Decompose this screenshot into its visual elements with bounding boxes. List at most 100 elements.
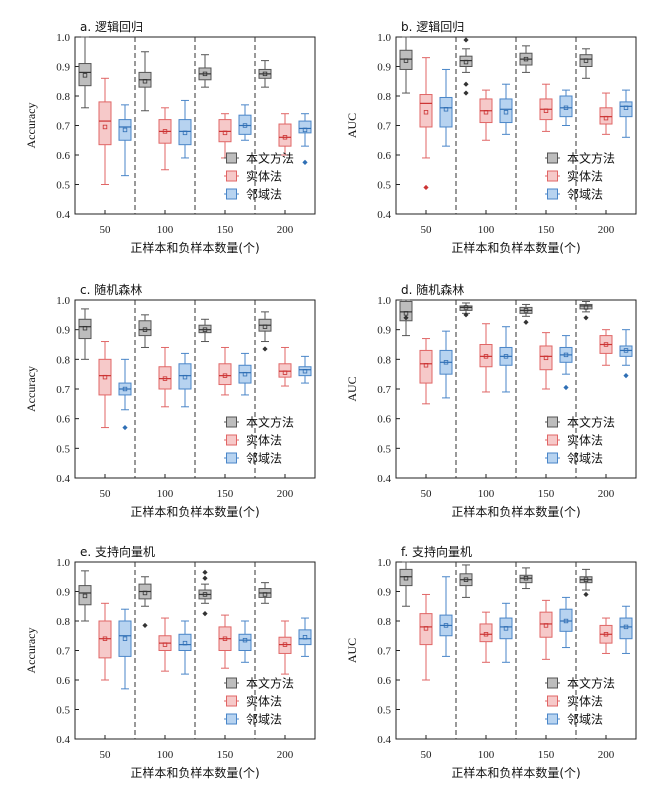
legend-label: 实体法 <box>246 169 282 184</box>
x-tick-label: 200 <box>277 488 294 500</box>
panel-6: 0.4 0.5 0.6 0.7 0.8 0.9 1.0 50 100 150 200 f. 支持向量机… <box>345 544 637 780</box>
legend-swatch <box>547 170 558 182</box>
y-axis-label: AUC <box>345 113 359 138</box>
y-tick-label: 0.8 <box>56 616 70 628</box>
box-本文方法-200 <box>579 568 593 598</box>
box-mean <box>202 327 208 332</box>
box-iqr <box>579 54 593 68</box>
box-mean <box>563 105 569 110</box>
x-tick-label: 150 <box>217 488 234 500</box>
legend-swatch <box>547 713 558 725</box>
box-iqr <box>399 568 413 587</box>
y-tick-label: 0.7 <box>56 121 70 133</box>
box-本文方法-200 <box>579 48 593 79</box>
x-tick-label: 150 <box>538 488 555 500</box>
y-tick-label: 0.4 <box>56 209 70 221</box>
box-本文方法-50 <box>78 570 92 622</box>
box-iqr <box>178 633 192 652</box>
box-mean <box>503 354 509 359</box>
y-tick-label: 0.7 <box>377 646 391 658</box>
x-tick-label: 150 <box>538 749 555 761</box>
box-iqr <box>298 120 312 134</box>
box-mean <box>563 618 569 624</box>
y-axis-label: Accuracy <box>24 366 38 412</box>
box-邻域法-200 <box>619 89 633 138</box>
legend-swatch <box>547 188 558 200</box>
y-tick-label: 0.4 <box>377 734 391 746</box>
x-tick-label: 50 <box>421 488 433 500</box>
panel-3: 0.4 0.5 0.6 0.7 0.8 0.9 1.0 50 100 150 200 c. 随机森林 A… <box>24 282 316 519</box>
box-iqr <box>218 119 232 143</box>
legend-swatch <box>226 713 237 725</box>
box-mean <box>102 124 108 130</box>
box-本文方法-150 <box>519 303 533 325</box>
legend-swatch <box>226 695 237 707</box>
box-mean <box>483 354 489 359</box>
x-axis-label: 正样本和负样本数量(个) <box>130 240 259 255</box>
box-邻域法-100 <box>178 99 192 159</box>
y-tick-label: 1.0 <box>377 32 391 44</box>
outlier-point <box>202 611 208 617</box>
y-tick-label: 0.6 <box>377 675 391 687</box>
box-本文方法-150 <box>519 45 533 73</box>
box-实体法-200 <box>599 617 613 654</box>
box-iqr <box>298 629 312 646</box>
box-mean <box>583 58 589 63</box>
box-iqr <box>238 114 252 135</box>
outlier-point <box>463 312 469 318</box>
box-mean <box>102 636 108 641</box>
legend-label: 本文方法 <box>567 415 615 430</box>
box-mean <box>222 373 228 378</box>
box-iqr <box>178 363 192 390</box>
box-iqr <box>298 366 312 377</box>
legend-swatch <box>547 695 558 707</box>
outlier-point <box>583 315 589 321</box>
box-iqr <box>539 345 553 371</box>
box-邻域法-50 <box>118 358 132 431</box>
legend-swatch <box>547 416 558 428</box>
box-mean <box>603 115 609 121</box>
x-tick-label: 200 <box>277 224 294 236</box>
x-tick-label: 100 <box>478 488 495 500</box>
box-mean <box>82 593 88 599</box>
box-mean <box>122 127 128 133</box>
box-iqr <box>459 55 473 67</box>
box-本文方法-50 <box>399 561 413 607</box>
box-iqr <box>519 574 533 584</box>
legend-label: 实体法 <box>246 694 282 709</box>
box-mean <box>623 105 629 110</box>
box-邻域法-50 <box>439 68 453 147</box>
box-iqr <box>399 49 413 70</box>
box-mean <box>423 626 429 631</box>
box-mean <box>503 110 509 115</box>
y-axis-label: Accuracy <box>24 103 38 149</box>
box-mean <box>142 327 148 332</box>
panel-title: a. 逻辑回归 <box>80 20 143 34</box>
y-tick-label: 0.5 <box>56 180 70 192</box>
legend-label: 邻域法 <box>246 188 282 202</box>
x-tick-label: 50 <box>100 224 112 236</box>
box-mean <box>82 325 88 331</box>
y-tick-label: 1.0 <box>377 557 391 569</box>
box-iqr <box>479 344 493 368</box>
outlier-point <box>423 184 429 191</box>
box-mean <box>222 130 228 136</box>
box-实体法-100 <box>479 89 493 141</box>
box-mean <box>603 342 609 347</box>
panel-2: 0.4 0.5 0.6 0.7 0.8 0.9 1.0 50 100 150 200 b. 逻辑回归 A… <box>345 20 637 255</box>
x-axis-label: 正样本和负样本数量(个) <box>451 504 580 519</box>
box-实体法-200 <box>278 620 292 675</box>
box-iqr <box>78 585 92 606</box>
box-实体法-100 <box>479 323 493 393</box>
box-iqr <box>439 96 453 128</box>
outlier-point <box>463 90 469 96</box>
box-本文方法-50 <box>399 36 413 94</box>
box-mean <box>563 352 569 358</box>
box-iqr <box>98 620 112 659</box>
box-邻域法-150 <box>238 104 252 141</box>
box-邻域法-200 <box>619 329 633 379</box>
box-iqr <box>118 620 132 657</box>
box-邻域法-150 <box>559 335 573 391</box>
box-iqr <box>198 324 212 334</box>
legend-label: 邻域法 <box>567 188 603 202</box>
